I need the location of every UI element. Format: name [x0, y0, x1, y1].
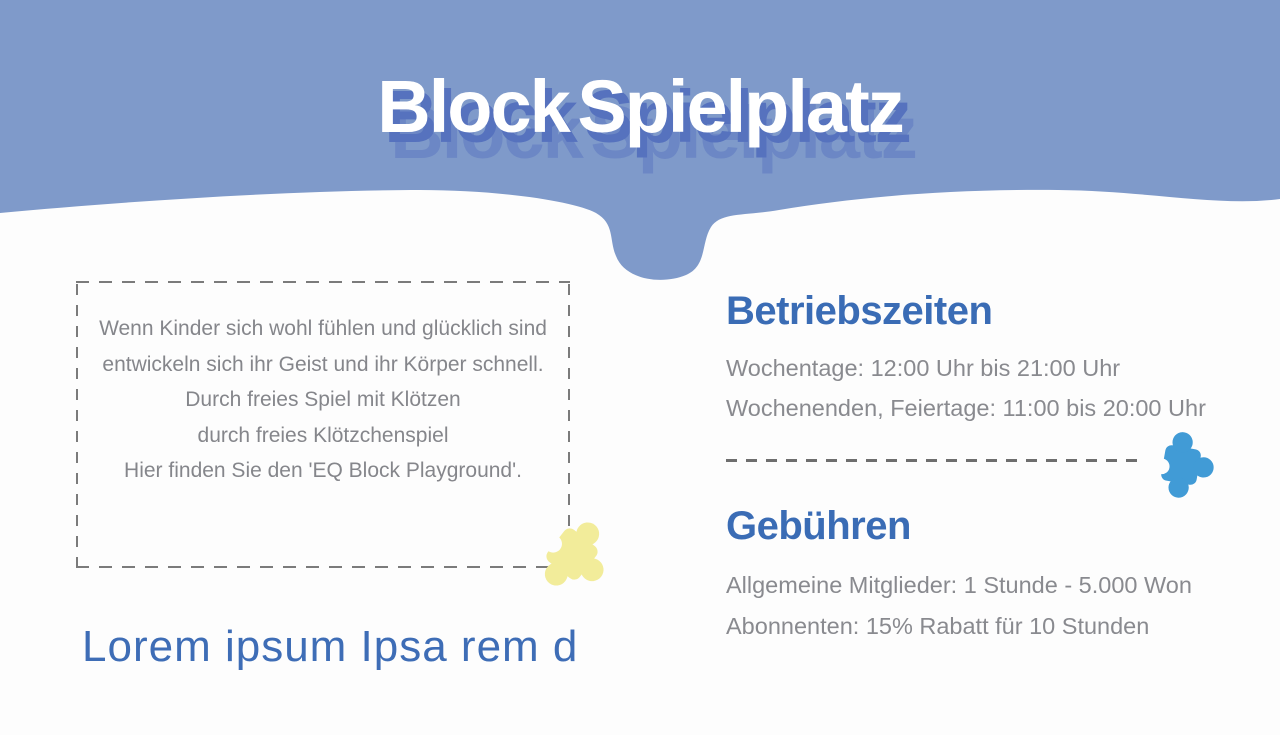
intro-text-box: Wenn Kinder sich wohl fühlen und glückli… [76, 281, 570, 568]
puzzle-piece-icon [544, 522, 604, 586]
intro-line: Durch freies Spiel mit Klötzen [185, 388, 461, 411]
intro-line: entwickeln sich ihr Geist und ihr Körper… [102, 352, 544, 376]
header-wave-shape [0, 0, 1280, 280]
hours-heading: Betriebszeiten [726, 289, 993, 333]
page-title: Block Spielplatz [377, 65, 904, 148]
fees-line: Abonnenten: 15% Rabatt für 10 Stunden [726, 613, 1150, 639]
hours-section: Betriebszeiten Wochentage: 12:00 Uhr bis… [726, 289, 1206, 428]
dashed-divider [726, 459, 1146, 462]
puzzle-piece-icon [1153, 432, 1214, 498]
intro-line: Hier finden Sie den 'EQ Block Playground… [124, 459, 522, 482]
hours-line: Wochenenden, Feiertage: 11:00 bis 20:00 … [726, 395, 1206, 421]
hours-line: Wochentage: 12:00 Uhr bis 21:00 Uhr [726, 355, 1121, 381]
fees-heading: Gebühren [726, 504, 911, 548]
intro-line: Wenn Kinder sich wohl fühlen und glückli… [99, 317, 547, 340]
intro-line: durch freies Klötzchenspiel [197, 423, 449, 447]
fees-line: Allgemeine Mitglieder: 1 Stunde - 5.000 … [726, 572, 1192, 598]
fees-section: Gebühren Allgemeine Mitglieder: 1 Stunde… [726, 504, 1192, 647]
handwritten-note: Lorem ipsum Ipsa rem d [82, 622, 579, 671]
